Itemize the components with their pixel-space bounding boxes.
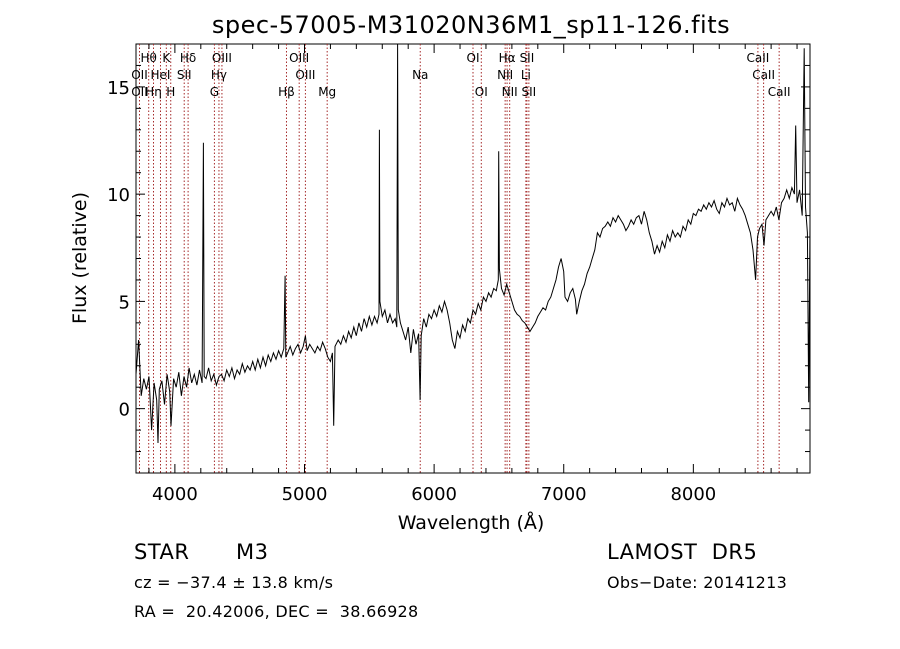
line-marker-label: SII bbox=[520, 51, 535, 65]
chart-title: spec-57005-M31020N36M1_sp11-126.fits bbox=[212, 11, 730, 39]
line-marker-label: OII bbox=[131, 85, 148, 99]
line-marker-label: Hα bbox=[499, 51, 516, 65]
obs-date-text: Obs−Date: 20141213 bbox=[607, 573, 788, 592]
line-marker-label: CaII bbox=[746, 51, 769, 65]
line-marker-label: OI bbox=[467, 51, 480, 65]
coordinates-text: RA = 20.42006, DEC = 38.66928 bbox=[134, 602, 419, 621]
line-marker-label: OII bbox=[131, 68, 148, 82]
line-marker-label: Hθ bbox=[141, 51, 157, 65]
line-marker-label: OIII bbox=[295, 68, 315, 82]
line-marker-label: Mg bbox=[318, 85, 336, 99]
line-marker-label: K bbox=[162, 51, 171, 65]
redshift-text: cz = −37.4 ± 13.8 km/s bbox=[134, 573, 334, 592]
line-marker-label: Hη bbox=[145, 85, 162, 99]
line-marker-label: SII bbox=[177, 68, 192, 82]
x-tick-label: 8000 bbox=[670, 484, 716, 505]
x-tick-label: 7000 bbox=[541, 484, 587, 505]
line-marker-label: G bbox=[210, 85, 219, 99]
line-marker-label: NII bbox=[497, 68, 513, 82]
object-class: STAR bbox=[134, 540, 190, 564]
line-marker-label: OIII bbox=[289, 51, 309, 65]
line-marker-label: CaII bbox=[768, 85, 791, 99]
line-marker-label: Hδ bbox=[180, 51, 196, 65]
x-axis-ticks: 4000 5000 6000 7000 8000 bbox=[148, 44, 798, 505]
line-marker-label: OI bbox=[475, 85, 488, 99]
y-tick-label: 5 bbox=[119, 292, 130, 313]
line-marker-label: Hγ bbox=[211, 68, 227, 82]
spectrum-series-line bbox=[135, 43, 811, 444]
x-tick-label: 6000 bbox=[411, 484, 457, 505]
line-markers bbox=[138, 44, 780, 473]
line-marker-label: H bbox=[166, 85, 175, 99]
object-subclass: M3 bbox=[236, 540, 269, 564]
y-tick-label: 15 bbox=[107, 78, 130, 99]
line-marker-label: SII bbox=[522, 85, 537, 99]
line-marker-label: Hβ bbox=[278, 85, 295, 99]
line-marker-label: Na bbox=[412, 68, 428, 82]
y-axis-label: Flux (relative) bbox=[69, 192, 91, 324]
line-marker-label: CaII bbox=[752, 68, 775, 82]
line-marker-label: NII bbox=[502, 85, 518, 99]
x-tick-label: 5000 bbox=[282, 484, 328, 505]
y-axis-ticks: 0 5 10 15 bbox=[107, 64, 810, 453]
line-marker-label: OIII bbox=[212, 51, 232, 65]
line-marker-label: Li bbox=[521, 68, 531, 82]
line-marker-label: HeI bbox=[151, 68, 171, 82]
y-tick-label: 0 bbox=[119, 400, 130, 421]
x-tick-label: 4000 bbox=[152, 484, 198, 505]
y-tick-label: 10 bbox=[107, 185, 130, 206]
survey-name: LAMOST DR5 bbox=[607, 540, 758, 564]
x-axis-label: Wavelength (Å) bbox=[398, 511, 545, 534]
